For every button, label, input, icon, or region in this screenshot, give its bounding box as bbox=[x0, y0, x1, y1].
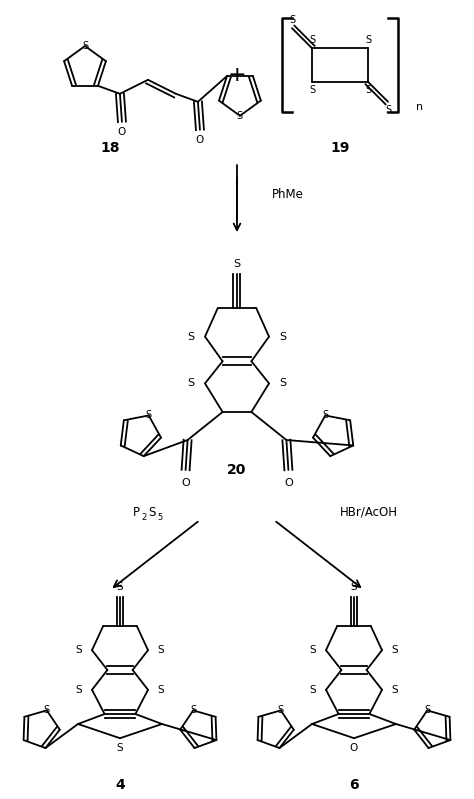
Text: 18: 18 bbox=[100, 141, 120, 155]
Text: S: S bbox=[392, 646, 398, 655]
Text: O: O bbox=[350, 743, 358, 753]
Text: S: S bbox=[392, 685, 398, 695]
Text: S: S bbox=[310, 646, 316, 655]
Text: S: S bbox=[146, 411, 152, 420]
Text: S: S bbox=[187, 332, 194, 342]
Text: S: S bbox=[280, 332, 287, 342]
Text: S: S bbox=[117, 582, 123, 592]
Text: S: S bbox=[322, 411, 328, 420]
Text: n: n bbox=[416, 101, 423, 112]
Text: S: S bbox=[309, 85, 315, 95]
Text: 19: 19 bbox=[330, 141, 350, 155]
Text: O: O bbox=[284, 478, 293, 488]
Text: S: S bbox=[44, 706, 50, 715]
Text: S: S bbox=[365, 85, 371, 95]
Text: S: S bbox=[289, 15, 295, 26]
Text: S: S bbox=[385, 105, 391, 115]
Text: S: S bbox=[365, 35, 371, 46]
Text: O: O bbox=[196, 135, 204, 145]
Text: 4: 4 bbox=[115, 778, 125, 792]
Text: S: S bbox=[310, 685, 316, 695]
Text: S: S bbox=[190, 706, 196, 715]
Text: 20: 20 bbox=[228, 463, 246, 477]
Text: S: S bbox=[309, 35, 315, 46]
Text: 2: 2 bbox=[141, 514, 146, 523]
Text: O: O bbox=[118, 127, 126, 137]
Text: P: P bbox=[133, 506, 140, 519]
Text: S: S bbox=[237, 111, 243, 121]
Text: S: S bbox=[82, 41, 88, 51]
Text: S: S bbox=[76, 646, 82, 655]
Text: S: S bbox=[280, 379, 287, 388]
Text: S: S bbox=[187, 379, 194, 388]
Text: 5: 5 bbox=[157, 514, 162, 523]
Text: HBr/AcOH: HBr/AcOH bbox=[340, 506, 398, 519]
Text: S: S bbox=[424, 706, 430, 715]
Text: S: S bbox=[158, 685, 164, 695]
Text: 6: 6 bbox=[349, 778, 359, 792]
Text: S: S bbox=[351, 582, 357, 592]
Text: S: S bbox=[278, 706, 284, 715]
Text: S: S bbox=[158, 646, 164, 655]
Text: PhMe: PhMe bbox=[272, 189, 304, 201]
Text: O: O bbox=[181, 478, 190, 488]
Text: S: S bbox=[117, 743, 123, 753]
Text: S: S bbox=[148, 506, 155, 519]
Text: S: S bbox=[76, 685, 82, 695]
Text: S: S bbox=[233, 259, 241, 269]
Text: +: + bbox=[228, 65, 246, 85]
